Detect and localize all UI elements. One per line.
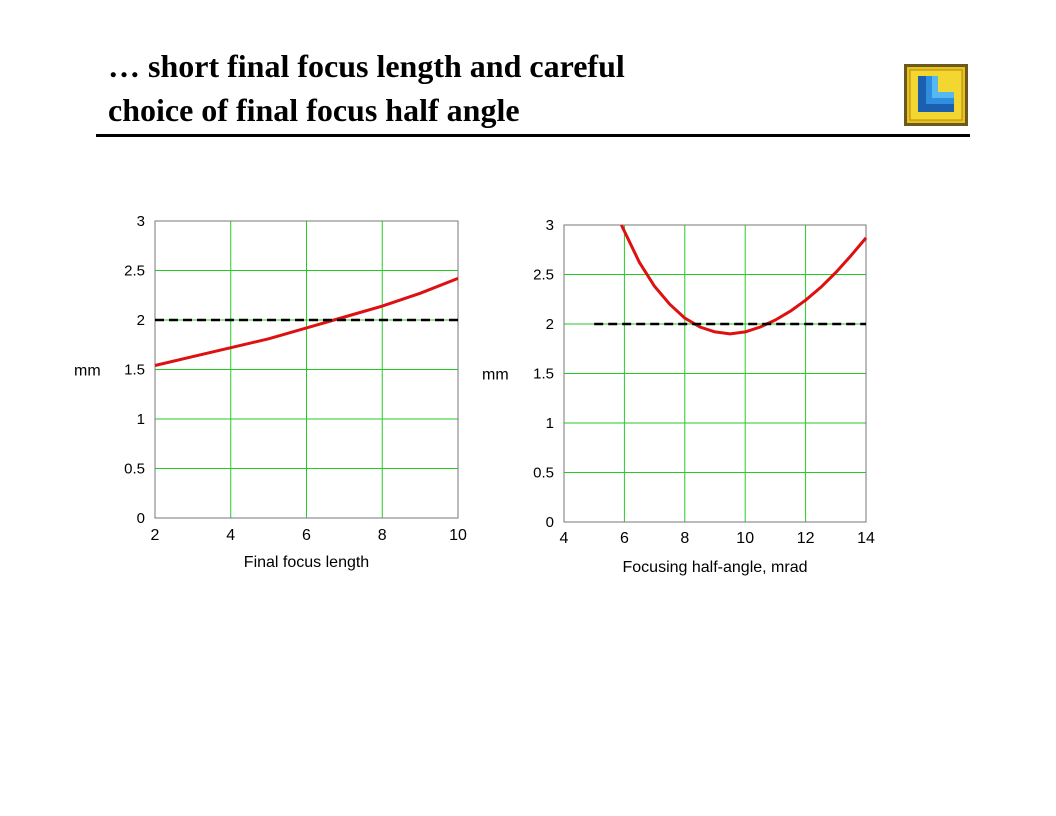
y-tick-label: 3 (546, 217, 554, 234)
y-tick-label: 3 (137, 213, 145, 230)
slide-title: … short final focus length and careful c… (108, 44, 868, 132)
plot-frame (154, 220, 459, 519)
y-tick-label: 0.5 (124, 461, 145, 478)
x-axis-label: Focusing half-angle, mrad (623, 559, 808, 576)
y-tick-label: 1 (137, 411, 145, 428)
slide-title-line-1: … short final focus length and careful (108, 48, 625, 84)
y-tick-label: 2.5 (124, 263, 145, 280)
data-curve (620, 224, 868, 336)
y-tick-label: 2 (546, 316, 554, 333)
x-tick-label: 6 (620, 530, 629, 547)
x-tick-label: 8 (680, 530, 689, 547)
plot-frame (563, 224, 867, 523)
y-tick-label: 1.5 (533, 366, 554, 383)
data-curve (154, 277, 459, 367)
y-tick-label: 2.5 (533, 267, 554, 284)
y-tick-label: 0 (546, 514, 554, 531)
chart-final-focus-length: 2 4 6 8 10 0 0.5 1 1.5 2 2.5 3 Final focus length mm (74, 213, 467, 571)
slide-title-line-2: choice of final focus half angle (108, 92, 520, 128)
y-axis-label: mm (74, 363, 101, 380)
x-tick-label: 2 (151, 527, 160, 544)
llnl-logo-icon (904, 64, 968, 126)
chart-focusing-half-angle: 4 6 8 10 12 14 0 0.5 1 1.5 2 2.5 3 Focusing half-angl… (482, 217, 875, 576)
x-tick-label: 10 (736, 530, 754, 547)
y-tick-label: 1.5 (124, 362, 145, 379)
y-tick-label: 0.5 (533, 465, 554, 482)
x-tick-label: 10 (449, 527, 467, 544)
x-tick-label: 14 (857, 530, 875, 547)
x-tick-label: 4 (560, 530, 569, 547)
y-tick-label: 2 (137, 312, 145, 329)
y-tick-label: 0 (137, 510, 145, 527)
title-divider (96, 134, 970, 137)
y-axis-label: mm (482, 367, 509, 384)
x-tick-label: 8 (378, 527, 387, 544)
y-tick-label: 1 (546, 415, 554, 432)
x-axis-label: Final focus length (244, 554, 369, 571)
x-tick-label: 12 (797, 530, 815, 547)
x-tick-label: 4 (226, 527, 235, 544)
x-tick-label: 6 (302, 527, 311, 544)
